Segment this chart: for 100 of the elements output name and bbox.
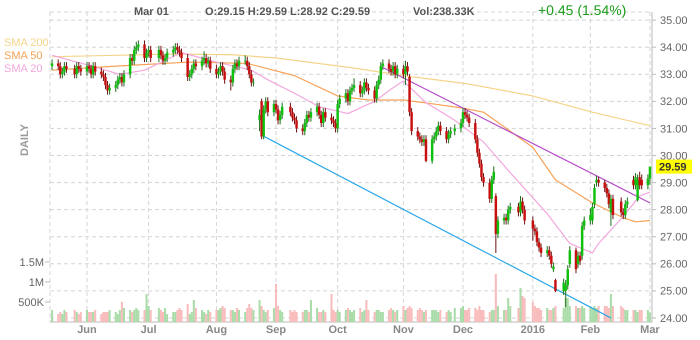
candlestick (576, 251, 580, 268)
candlestick (238, 56, 240, 71)
candlestick (310, 108, 312, 122)
candlestick (330, 113, 333, 125)
bar (351, 312, 354, 322)
bar (634, 310, 637, 322)
series-label: SMA 50 (4, 50, 43, 62)
candlestick (236, 58, 238, 71)
bar (172, 312, 174, 322)
candlestick (116, 75, 120, 90)
y2-tick-label: 500K (18, 296, 45, 309)
candlestick (128, 53, 132, 79)
candlestick (597, 176, 600, 188)
candlestick (145, 48, 148, 63)
bar (640, 310, 643, 322)
candlestick (324, 108, 327, 122)
annotation: +0.45 (1.54%) (538, 2, 626, 18)
y-tick-label: 29.00 (660, 177, 688, 190)
bar (410, 308, 413, 322)
bar (648, 312, 651, 322)
candlestick (447, 129, 450, 144)
candlestick (63, 62, 66, 76)
bar (310, 300, 312, 322)
x-tick-label: 2016 (520, 324, 546, 336)
bar (540, 310, 542, 322)
bar (464, 310, 466, 322)
candlestick (506, 205, 510, 226)
bar (234, 312, 236, 322)
candlestick (352, 78, 356, 92)
bar (86, 310, 88, 322)
bar (468, 308, 470, 322)
bar (519, 288, 522, 322)
bar (120, 302, 123, 322)
candlestick (59, 62, 62, 79)
candlestick (578, 251, 582, 266)
candlestick (149, 45, 152, 63)
candlestick (638, 171, 641, 190)
candlestick (404, 60, 407, 86)
x-tick-label: Jun (77, 324, 98, 336)
bar (574, 306, 578, 322)
candlestick (396, 64, 398, 79)
bar (524, 298, 526, 322)
y-tick-label: 24.00 (660, 312, 688, 325)
y-tick-label: 31.00 (660, 123, 688, 136)
candlestick (348, 86, 352, 106)
candlestick (612, 194, 614, 220)
bar (482, 310, 485, 322)
candlestick (554, 278, 557, 293)
bar (258, 300, 261, 322)
bar (632, 310, 635, 322)
bar (100, 314, 102, 322)
candlestick (133, 45, 136, 66)
candlestick (574, 247, 578, 274)
bar (424, 310, 428, 322)
bar (244, 312, 246, 322)
candlestick (272, 99, 276, 117)
x-tick-label: Jul (140, 324, 157, 336)
bar (474, 308, 476, 322)
x-tick-label: Dec (452, 324, 474, 336)
candlestick (624, 200, 627, 220)
x-tick-label: Sep (266, 324, 286, 336)
candlestick (532, 216, 534, 242)
x-tick-label: Aug (206, 324, 228, 336)
text: DAILY (19, 123, 31, 156)
bar (646, 310, 649, 322)
bar (260, 306, 263, 322)
y-tick-label: 30.00 (660, 150, 688, 162)
candlestick (172, 45, 175, 58)
bar (359, 308, 362, 322)
bar (143, 310, 146, 322)
x-tick-label: Mar (640, 324, 660, 336)
candlestick (137, 40, 140, 52)
bar (454, 308, 456, 322)
bar (330, 294, 333, 322)
candlestick (209, 56, 212, 74)
bar (289, 310, 292, 322)
candlestick (439, 121, 442, 136)
candlestick (454, 124, 456, 136)
candlestick (215, 64, 218, 79)
bar (626, 310, 628, 322)
candlestick (75, 62, 78, 79)
candlestick (422, 134, 426, 147)
text: 29.59 (659, 161, 687, 174)
bar (238, 310, 240, 322)
candlestick (464, 108, 466, 120)
bar (51, 310, 54, 322)
x-tick-label: Oct (328, 324, 348, 336)
bar (610, 294, 612, 322)
bar (494, 274, 497, 322)
bar (291, 312, 294, 322)
bar (217, 310, 220, 322)
bar (80, 312, 82, 322)
candlestick (122, 70, 126, 87)
bar (201, 310, 204, 322)
annotation: Vol:238.33K (413, 6, 475, 18)
candlestick (50, 58, 54, 71)
y-tick-label: 33.00 (660, 69, 688, 82)
bar (492, 310, 495, 322)
bar (279, 310, 282, 322)
bar (522, 296, 524, 322)
